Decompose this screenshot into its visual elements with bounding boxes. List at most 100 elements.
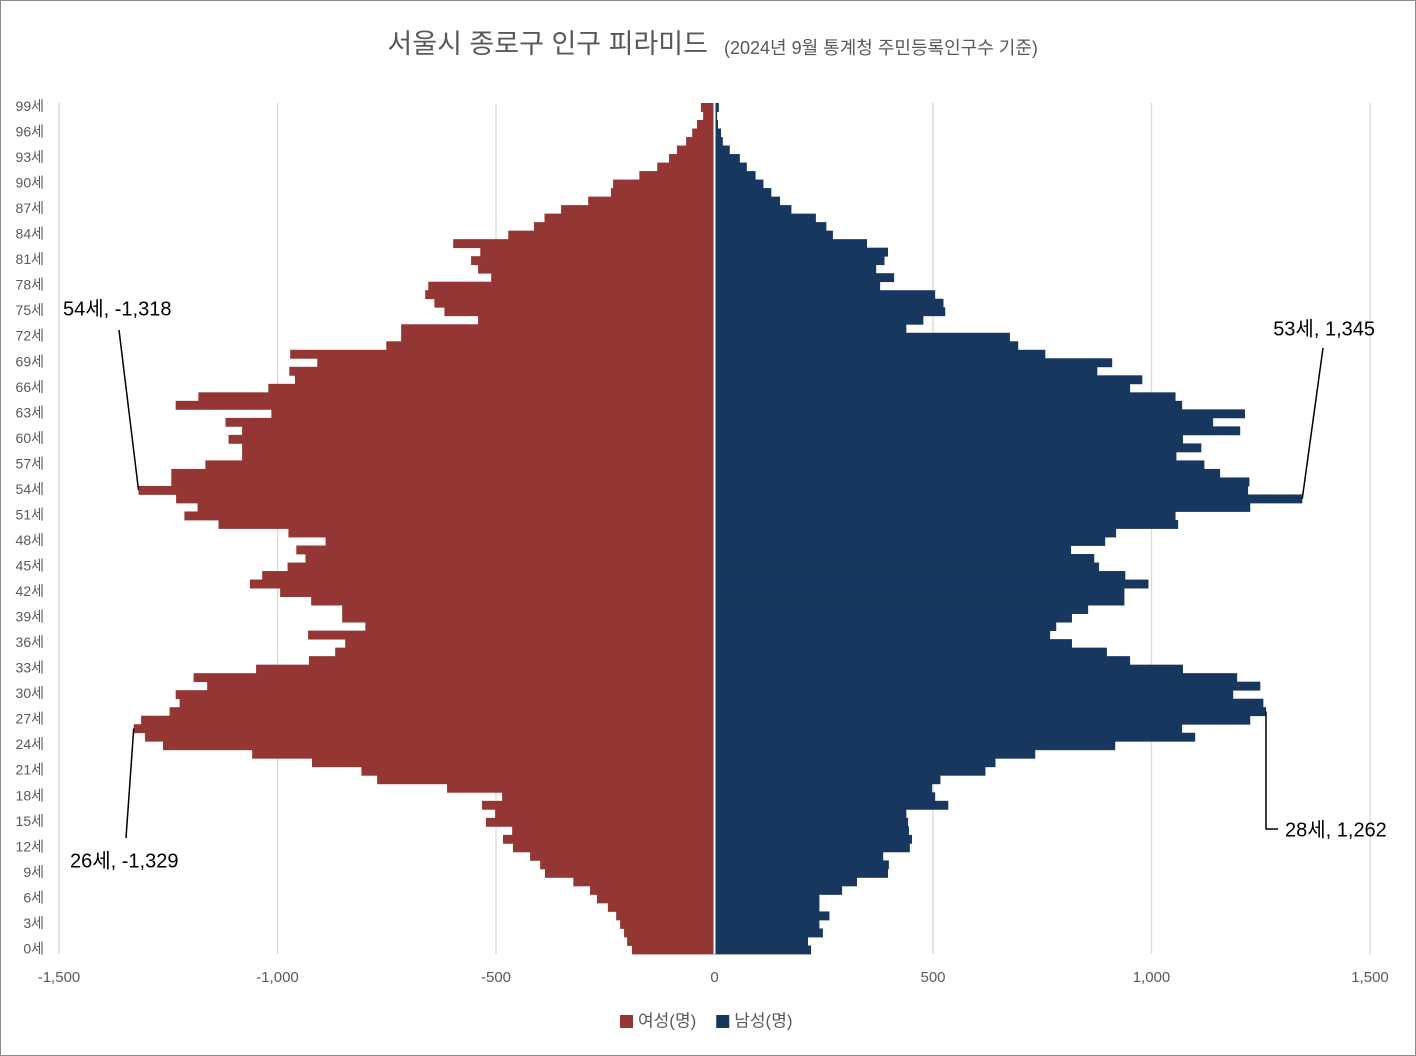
bar [133,724,715,734]
bar [197,502,715,512]
bar [184,511,715,521]
y-tick-label: 12세 [16,838,44,854]
bar [714,758,996,768]
bar [588,196,715,206]
bar [714,349,1046,359]
bar [502,792,715,802]
bar [703,111,715,121]
bar [225,417,715,427]
bar [607,902,715,912]
bar [482,800,715,810]
bar [325,537,715,546]
bar [714,477,1250,487]
bar [480,247,715,257]
y-tick-label: 66세 [16,379,44,395]
bar [428,281,715,291]
x-tick-label: 0 [710,969,718,986]
y-tick-label: 0세 [23,940,44,956]
bar [657,162,715,172]
annotation: 53세, 1,345 [1273,317,1375,340]
bar [714,205,792,215]
bar [365,622,715,632]
bar [512,826,715,836]
bar [478,315,715,325]
bar [714,443,1202,453]
y-tick-label: 75세 [16,302,44,318]
bar [714,196,781,206]
bar [714,698,1264,708]
bar [714,460,1205,470]
bar [342,605,715,614]
bar [714,400,1183,410]
legend-swatch [620,1015,633,1028]
bar [714,247,888,257]
bar [163,741,715,751]
bar [714,239,868,249]
x-tick-label: -1,500 [38,969,81,986]
bar [714,630,1051,640]
bar [610,188,715,198]
bar [714,502,1251,512]
bar [714,128,722,138]
annotation-connector [118,329,140,491]
y-tick-label: 99세 [16,98,44,114]
bar [280,588,715,597]
bar [714,588,1125,597]
bar [544,213,715,223]
bar [714,434,1183,444]
bar [714,366,1098,376]
y-tick-label: 87세 [16,200,44,216]
bar [287,562,715,572]
bar [308,656,715,666]
bar [714,383,1131,393]
bar [714,264,877,274]
bar [444,307,715,317]
x-tick-label: 1,000 [1133,969,1171,986]
bar [714,707,1266,717]
bar [714,519,1179,529]
bar [242,426,715,436]
bar [175,400,715,410]
bar [317,358,715,368]
bar [714,562,1100,572]
bar [714,111,718,121]
bar [700,103,715,112]
bar [639,171,715,180]
bar [714,792,936,802]
bar [377,775,715,785]
bar [714,120,718,129]
bar [335,647,715,657]
y-tick-label: 51세 [16,506,44,522]
y-tick-label: 57세 [16,455,44,471]
bar [138,485,715,495]
annotation-connector [1265,711,1278,830]
y-tick-label: 72세 [16,328,44,344]
bar [176,494,715,504]
y-tick-label: 33세 [16,660,44,676]
bar [401,332,715,342]
bar [242,451,715,461]
bar [530,851,715,861]
y-tick-label: 15세 [16,813,44,829]
bar [714,664,1183,674]
bar [252,749,715,759]
bar [714,681,1261,691]
bar [714,690,1234,700]
bar [714,145,730,155]
y-tick-label: 63세 [16,404,44,420]
bar [513,843,715,853]
bar [485,817,715,827]
bar [714,775,941,785]
bar [311,596,715,606]
y-tick-label: 42세 [16,583,44,599]
y-tick-label: 69세 [16,353,44,369]
bar [714,579,1149,589]
annotation: 26세, -1,329 [70,849,178,872]
bar [714,571,1126,580]
y-tick-label: 39세 [16,609,44,625]
y-tick-label: 60세 [16,430,44,446]
y-tick-label: 45세 [16,557,44,573]
bar [616,911,715,921]
bar [256,664,715,674]
bar [627,936,715,946]
